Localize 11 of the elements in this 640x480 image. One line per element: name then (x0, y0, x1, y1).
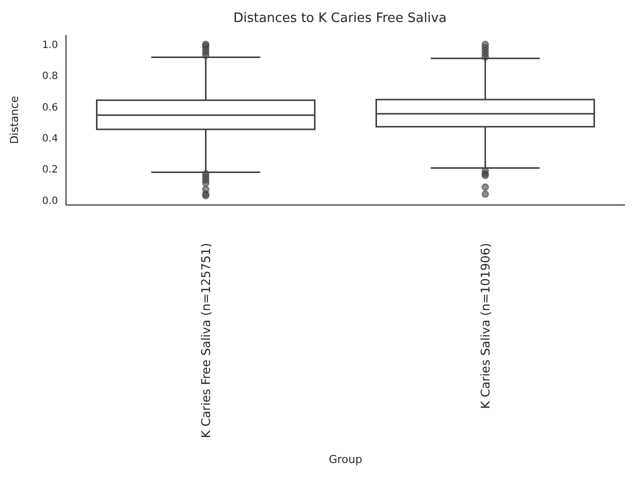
y-tick-label: 0.4 (42, 133, 58, 144)
x-axis-title: Group (328, 453, 362, 466)
y-tick-label: 0.6 (42, 102, 58, 114)
y-tick-label: 0.0 (42, 196, 58, 207)
x-tick-label: K Caries Free Saliva (n=125751) (198, 243, 213, 438)
y-tick-label: 1.0 (42, 40, 58, 51)
y-axis-title: Distance (8, 96, 21, 144)
y-tick-label: 0.2 (42, 164, 58, 176)
x-tick-label: K Caries Saliva (n=101906) (478, 243, 492, 409)
chart-title: Distances to K Caries Free Saliva (232, 11, 448, 26)
y-tick-label: 0.8 (42, 71, 58, 82)
